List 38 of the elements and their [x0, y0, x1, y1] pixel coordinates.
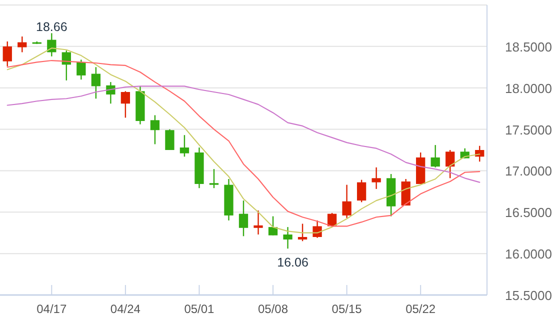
candlestick	[283, 226, 292, 250]
candlestick	[91, 66, 100, 100]
y-tick-label: 16.0000	[505, 246, 552, 262]
x-tick-label: 05/08	[258, 302, 288, 316]
candlestick	[430, 144, 440, 168]
y-tick-label: 17.5000	[505, 122, 552, 138]
candlestick	[76, 59, 86, 80]
candlestick	[342, 184, 352, 219]
candlestick	[62, 50, 71, 81]
annotation: 18.66	[36, 20, 68, 34]
y-tick-label: 18.5000	[505, 39, 552, 54]
x-tick-label: 05/01	[184, 302, 215, 316]
x-tick-label: 04/24	[110, 302, 141, 316]
y-tick-label: 16.5000	[505, 205, 552, 220]
candlestick	[165, 128, 174, 151]
candlestick	[446, 149, 455, 179]
candlestick	[150, 114, 160, 145]
candlestick	[268, 216, 278, 236]
candlestick	[298, 223, 308, 242]
y-tick-label: 18.0000	[505, 80, 552, 96]
y-tick-label: 15.5000	[505, 288, 552, 303]
x-tick-label: 05/22	[406, 302, 436, 316]
candlestick	[18, 36, 27, 53]
candlestick	[238, 200, 248, 237]
candlestick	[209, 168, 219, 189]
line-series	[6, 86, 480, 183]
candlestick	[120, 90, 130, 118]
candlestick	[312, 220, 322, 238]
candlestick	[356, 179, 366, 203]
candlestick	[372, 166, 381, 190]
annotation: 16.06	[277, 256, 308, 270]
candlestick	[254, 210, 263, 236]
candlestick	[180, 134, 190, 158]
x-tick-label: 04/17	[36, 302, 67, 316]
y-tick-label: 17.0000	[505, 164, 552, 179]
x-tick-label: 05/15	[332, 302, 362, 316]
candlestick	[106, 81, 116, 104]
candlestick	[2, 40, 12, 67]
